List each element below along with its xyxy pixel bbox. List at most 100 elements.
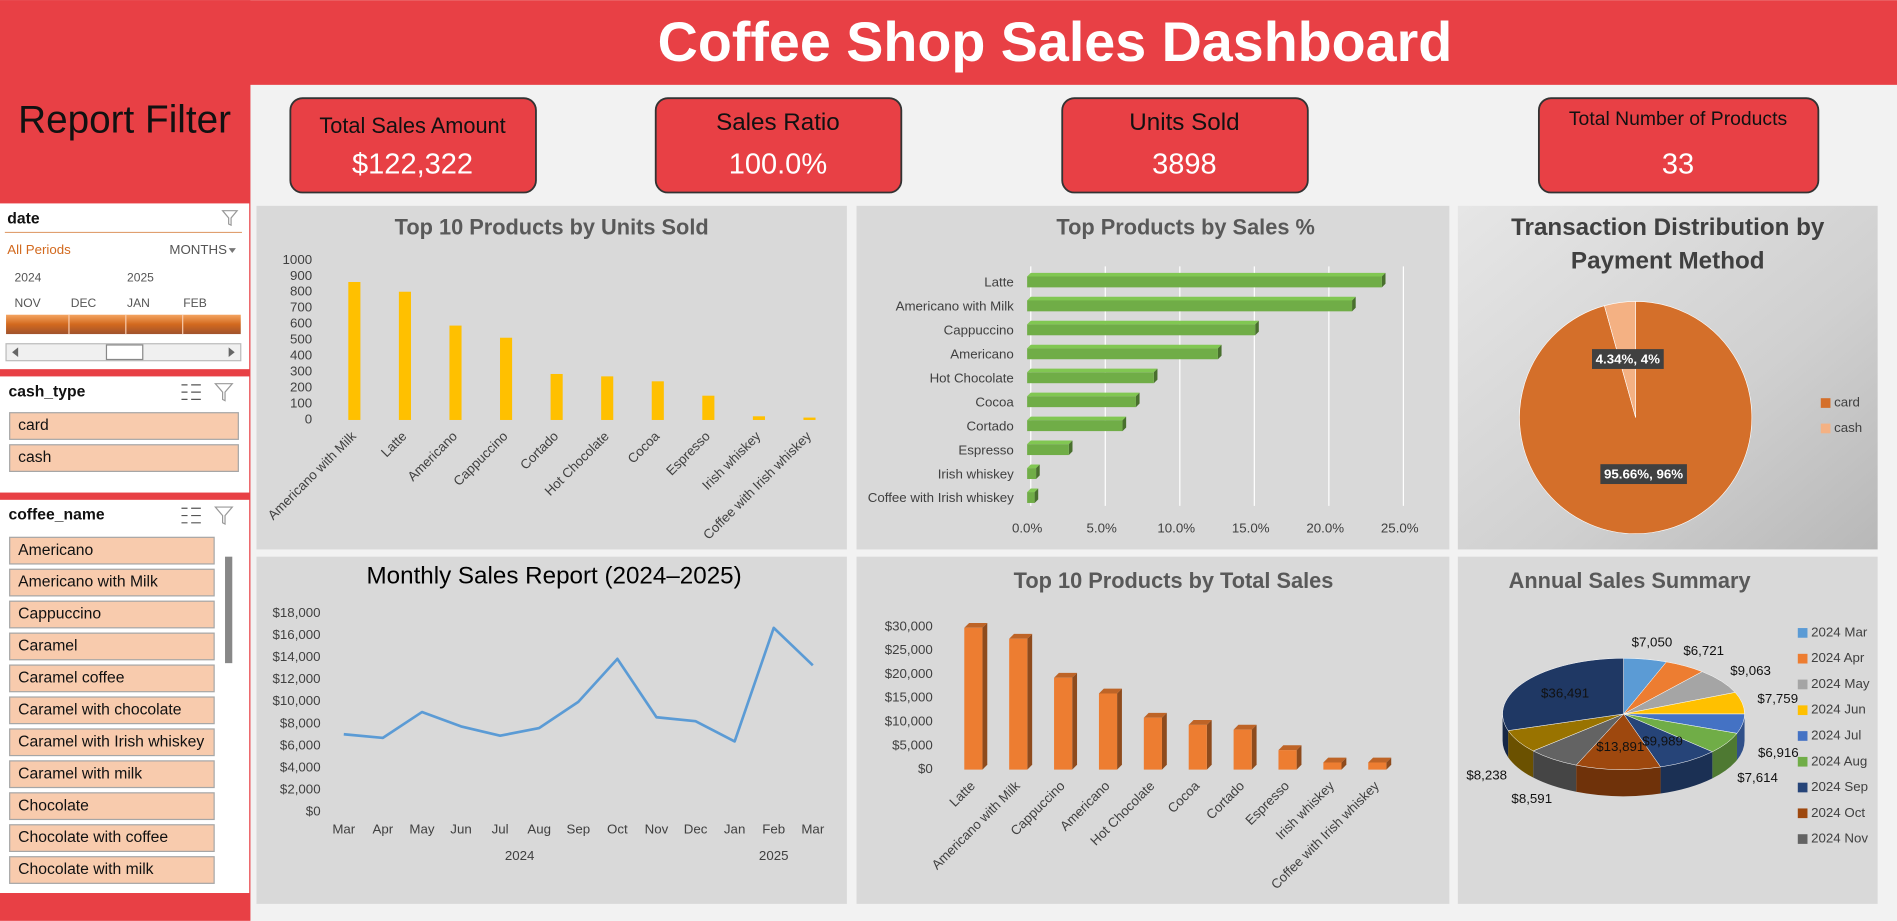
bar <box>1323 762 1342 770</box>
legend-swatch <box>1797 705 1808 716</box>
slicer-item-label[interactable]: Chocolate with coffee <box>18 829 168 846</box>
legend-label: 2024 Apr <box>1811 650 1865 665</box>
pie-side <box>1502 713 1509 758</box>
slicer-item-label[interactable]: Caramel coffee <box>18 670 125 687</box>
bar <box>1027 468 1037 480</box>
legend-swatch <box>1820 398 1831 408</box>
x-tick-label: 5.0% <box>1087 520 1117 535</box>
chart-panel <box>256 556 847 904</box>
x-tick-label: 10.0% <box>1157 520 1195 535</box>
slicer-item-label[interactable]: Chocolate <box>18 797 89 814</box>
bar <box>1027 276 1382 288</box>
clear-filter-icon[interactable] <box>214 383 234 402</box>
chart-title-box: Transaction Distribution by Payment Meth… <box>1511 214 1825 275</box>
legend-swatch <box>1797 782 1808 793</box>
chart-title: Transaction Distribution by Payment Meth… <box>1511 214 1825 275</box>
bar-top <box>1027 344 1222 349</box>
bar-side <box>1068 440 1073 456</box>
bar-side <box>1135 392 1140 408</box>
legend-label: 2024 May <box>1811 676 1870 691</box>
slicer-item[interactable] <box>9 664 215 693</box>
period-label[interactable]: All Periods <box>7 242 71 257</box>
bar <box>1278 750 1297 770</box>
multi-select-icon[interactable] <box>181 384 201 401</box>
y-tick-label: 700 <box>290 300 312 315</box>
slicer-item[interactable] <box>9 696 215 725</box>
x-tick-label: 20.0% <box>1306 520 1344 535</box>
legend-label: 2024 Aug <box>1811 753 1867 768</box>
slicer-item-label[interactable]: Caramel with Irish whiskey <box>18 733 204 750</box>
pie-side <box>1660 751 1713 794</box>
timeline-bar[interactable] <box>6 314 241 335</box>
slicer-item-label[interactable]: Chocolate with milk <box>18 861 154 878</box>
bar <box>702 395 715 420</box>
slicer-title: date <box>7 210 40 227</box>
x-tick-label: 25.0% <box>1381 520 1419 535</box>
bar-top <box>1027 488 1039 493</box>
y-tick-label: $16,000 <box>273 627 321 642</box>
slicer-item[interactable] <box>9 632 215 661</box>
bar-side <box>1386 757 1392 770</box>
legend-label: cash <box>1834 420 1862 435</box>
slicer-item[interactable] <box>9 792 215 821</box>
bar <box>1233 729 1252 770</box>
kpi-card <box>654 97 903 194</box>
x-tick-label: Nov <box>645 822 669 837</box>
kpi-label: Total Number of Products <box>1569 108 1787 130</box>
slicer-item-label[interactable]: Caramel with milk <box>18 765 142 782</box>
month-label: FEB <box>183 296 206 310</box>
slicer-item-label[interactable]: Cappuccino <box>18 606 101 623</box>
bar <box>1027 300 1353 312</box>
data-label-box <box>1600 464 1687 485</box>
slicer-item[interactable] <box>9 412 239 440</box>
bar-top <box>1233 724 1257 730</box>
slicer-item[interactable] <box>9 824 215 852</box>
slicer-item-label[interactable]: cash <box>18 449 51 466</box>
slicer-item-label[interactable]: Americano with Milk <box>18 574 158 591</box>
dropdown-arrow[interactable] <box>228 248 236 254</box>
slicer-item[interactable] <box>9 536 215 565</box>
multi-select-icon[interactable] <box>181 507 201 524</box>
bar-side <box>1206 720 1212 770</box>
y-tick-label: 0 <box>305 411 312 426</box>
pie-side <box>1576 765 1661 797</box>
bar <box>651 381 664 420</box>
slicer-item-label[interactable]: card <box>18 417 49 434</box>
clear-filter-icon[interactable] <box>214 506 234 525</box>
y-tick-label: 200 <box>290 380 312 395</box>
x-tick-label: May <box>409 822 434 837</box>
bar-side <box>1161 712 1167 770</box>
slicer-item[interactable] <box>9 856 215 884</box>
slicer-item[interactable] <box>9 728 215 757</box>
data-label: $7,050 <box>1632 634 1673 649</box>
chart-title: Top 10 Products by Total Sales <box>1014 568 1334 593</box>
clear-filter-icon[interactable] <box>221 210 239 227</box>
bar <box>1027 420 1123 432</box>
data-label: $8,591 <box>1511 791 1552 806</box>
kpi-value: 3898 <box>1152 149 1217 181</box>
month-label: NOV <box>15 296 41 310</box>
bar-top <box>1027 272 1386 277</box>
bar <box>752 416 765 420</box>
slicer-item[interactable] <box>9 444 239 472</box>
slicer-item[interactable] <box>9 568 215 597</box>
x-tick-label: Jun <box>450 822 471 837</box>
bar-top <box>1323 757 1347 763</box>
slicer-item-label[interactable]: Caramel with chocolate <box>18 701 182 718</box>
scroll-right[interactable] <box>228 347 235 358</box>
y-tick-label: 500 <box>290 332 312 347</box>
scroll-thumb[interactable] <box>105 344 144 361</box>
bar-side <box>1122 416 1127 432</box>
bar-top <box>1054 672 1078 678</box>
slicer-title: cash_type <box>8 383 85 400</box>
slicer-item[interactable] <box>9 600 215 629</box>
y-tick-label: Espresso <box>958 442 1013 457</box>
slicer-scrollbar[interactable] <box>225 556 233 664</box>
slicer-item-label[interactable]: Americano <box>18 542 93 559</box>
level-label[interactable]: MONTHS <box>169 242 227 257</box>
data-label: $7,759 <box>1757 691 1798 706</box>
slicer-item[interactable] <box>9 760 215 789</box>
slicer-item-label[interactable]: Caramel <box>18 638 77 655</box>
scroll-left[interactable] <box>12 347 19 358</box>
